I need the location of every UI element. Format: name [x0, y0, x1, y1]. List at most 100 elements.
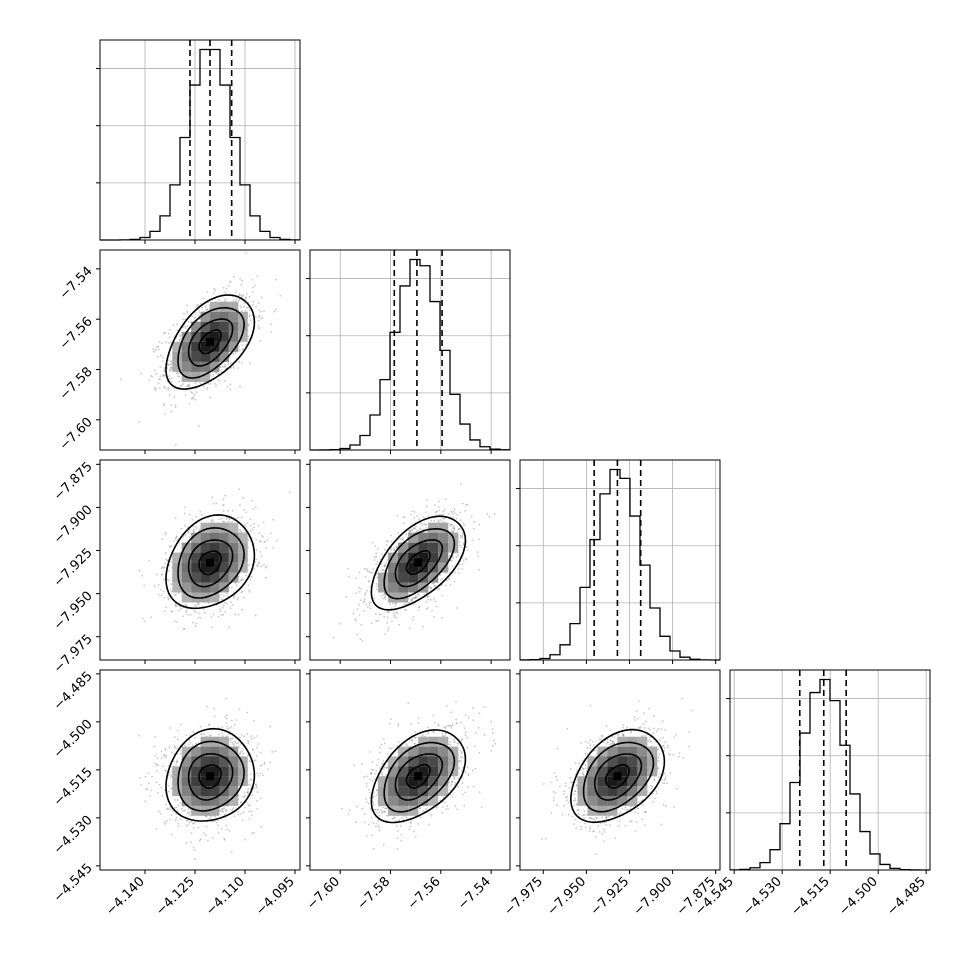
- scatter-point: [181, 318, 184, 321]
- scatter-point: [244, 523, 247, 526]
- scatter-point: [418, 606, 420, 609]
- scatter-point: [377, 547, 379, 550]
- density-cell: [428, 522, 439, 533]
- density-cell: [210, 341, 220, 352]
- scatter-point: [196, 303, 198, 306]
- scatter-point: [193, 394, 196, 396]
- scatter-point: [157, 382, 160, 385]
- scatter-point: [230, 586, 233, 589]
- scatter-point: [213, 715, 216, 718]
- scatter-point: [370, 601, 372, 603]
- scatter-point: [230, 719, 233, 722]
- scatter-point: [178, 375, 181, 378]
- density-cell: [228, 311, 239, 322]
- scatter-point: [255, 305, 257, 308]
- scatter-point: [171, 610, 173, 613]
- scatter-point: [232, 275, 235, 278]
- scatter-point: [486, 513, 489, 515]
- scatter-point: [238, 293, 241, 296]
- scatter-point: [210, 520, 213, 523]
- panel-frame-1-1: [309, 249, 511, 451]
- scatter-point: [252, 508, 255, 510]
- scatter-point: [166, 367, 169, 369]
- scatter-point: [195, 306, 198, 308]
- scatter-point: [173, 620, 176, 623]
- scatter-point: [194, 625, 197, 627]
- density-cell: [191, 331, 201, 342]
- scatter-point: [177, 825, 180, 828]
- scatter-point: [221, 735, 224, 738]
- scatter-point: [436, 510, 438, 513]
- scatter-point: [184, 318, 186, 321]
- scatter-point: [413, 517, 416, 519]
- scatter-point: [265, 547, 268, 550]
- scatter-point: [160, 594, 163, 597]
- scatter-point: [190, 841, 192, 844]
- scatter-point: [222, 509, 225, 512]
- scatter-point: [161, 342, 164, 345]
- density-cell: [398, 572, 409, 583]
- scatter-point: [186, 304, 189, 307]
- scatter-point: [174, 819, 177, 822]
- scatter-point: [237, 813, 240, 816]
- scatter-point: [157, 791, 159, 794]
- scatter-point: [453, 527, 456, 530]
- scatter-point: [244, 298, 247, 301]
- scatter-point: [210, 616, 213, 618]
- scatter-point: [266, 565, 269, 568]
- scatter-point: [248, 309, 251, 312]
- panel-1-0: [96, 249, 301, 454]
- scatter-point: [263, 540, 266, 543]
- scatter-point: [177, 804, 180, 807]
- scatter-point: [376, 588, 378, 591]
- scatter-point: [165, 558, 168, 561]
- scatter-point: [239, 304, 242, 307]
- scatter-point: [383, 564, 386, 567]
- scatter-point: [174, 594, 176, 597]
- scatter-point: [199, 510, 202, 513]
- density-2-0: [138, 488, 291, 630]
- scatter-point: [259, 339, 262, 342]
- scatter-point: [238, 708, 241, 711]
- scatter-point: [170, 360, 173, 363]
- scatter-point: [478, 568, 481, 571]
- scatter-point: [155, 373, 158, 375]
- density-cell: [200, 371, 210, 382]
- scatter-point: [161, 538, 164, 541]
- scatter-point: [179, 818, 182, 821]
- scatter-point: [163, 404, 165, 407]
- scatter-point: [453, 528, 456, 531]
- density-cell: [172, 552, 182, 563]
- scatter-point: [227, 363, 230, 365]
- scatter-point: [383, 615, 386, 618]
- scatter-point: [275, 278, 278, 281]
- scatter-point: [383, 564, 386, 567]
- scatter-point: [433, 615, 435, 618]
- scatter-point: [226, 714, 229, 717]
- scatter-point: [170, 610, 173, 613]
- scatter-point: [393, 549, 396, 551]
- scatter-point: [194, 382, 197, 384]
- scatter-point: [215, 502, 218, 505]
- scatter-point: [234, 613, 237, 616]
- scatter-point: [244, 309, 247, 312]
- contour-1-0-1: [187, 318, 234, 367]
- scatter-point: [458, 563, 461, 566]
- scatter-point: [239, 385, 241, 388]
- scatter-point: [459, 544, 461, 547]
- scatter-point: [382, 569, 385, 571]
- scatter-point: [174, 406, 177, 409]
- scatter-point: [367, 580, 370, 583]
- scatter-point: [183, 628, 186, 630]
- scatter-point: [161, 374, 164, 377]
- scatter-point: [163, 385, 166, 388]
- scatter-point: [167, 332, 170, 335]
- scatter-point: [188, 529, 190, 532]
- scatter-point: [377, 620, 380, 623]
- scatter-point: [448, 578, 451, 581]
- scatter-point: [170, 364, 173, 366]
- scatter-point: [138, 569, 141, 572]
- scatter-point: [251, 278, 254, 281]
- scatter-point: [257, 743, 260, 746]
